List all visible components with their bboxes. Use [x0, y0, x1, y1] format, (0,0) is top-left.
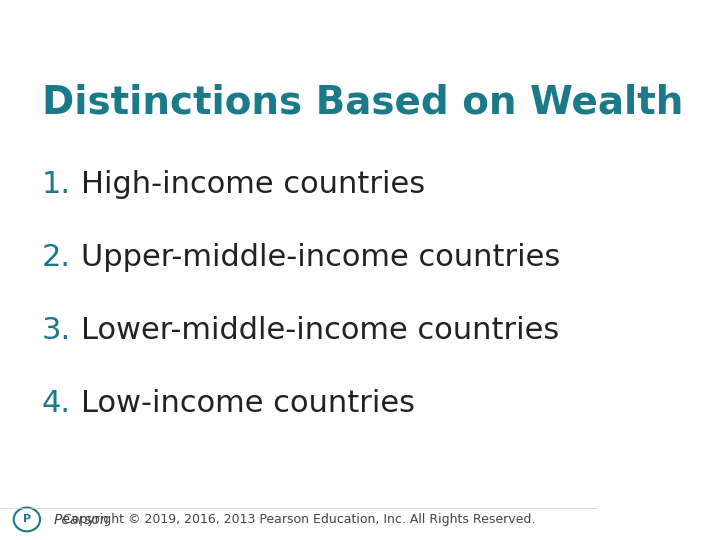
Text: 1.: 1.	[42, 170, 71, 199]
Text: Copyright © 2019, 2016, 2013 Pearson Education, Inc. All Rights Reserved.: Copyright © 2019, 2016, 2013 Pearson Edu…	[63, 514, 535, 526]
Text: 4.: 4.	[42, 389, 71, 418]
Text: Distinctions Based on Wealth: Distinctions Based on Wealth	[42, 84, 683, 122]
Text: 3.: 3.	[42, 316, 71, 345]
Text: P: P	[23, 515, 31, 524]
Text: Low-income countries: Low-income countries	[81, 389, 415, 418]
Text: 2.: 2.	[42, 243, 71, 272]
Text: Lower-middle-income countries: Lower-middle-income countries	[81, 316, 559, 345]
Text: High-income countries: High-income countries	[81, 170, 425, 199]
Text: Pearson: Pearson	[54, 512, 109, 526]
Text: Upper-middle-income countries: Upper-middle-income countries	[81, 243, 560, 272]
